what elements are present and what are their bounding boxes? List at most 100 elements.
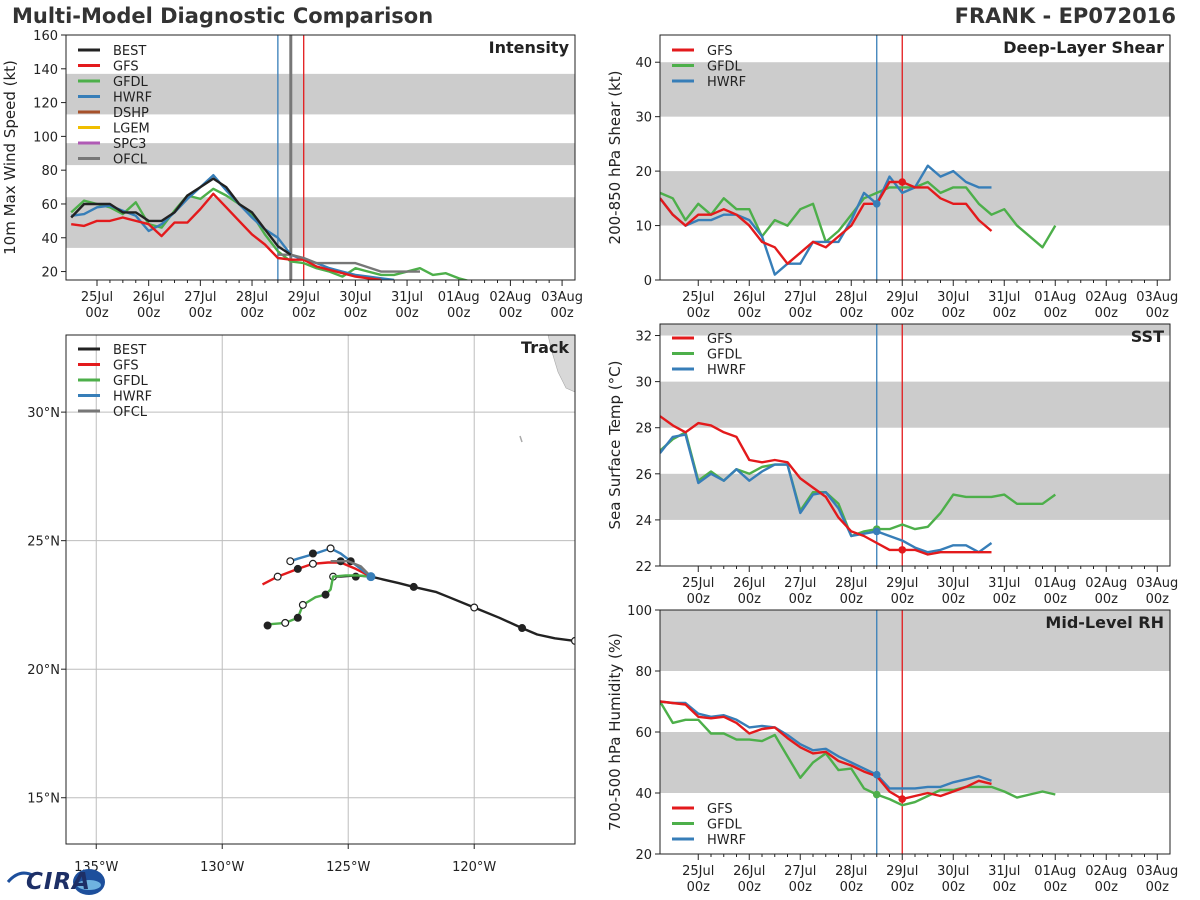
shear-xtick-hour: 00z (840, 306, 864, 321)
rh-legend-label-gfs: GFS (707, 802, 733, 817)
sst-ytick-label: 24 (635, 514, 652, 529)
sst-marker-gfs-2 (898, 546, 907, 554)
sst-xtick-date: 31Jul (988, 576, 1020, 591)
track-current-position (366, 572, 376, 582)
intensity-xtick-hour: 00z (550, 306, 574, 321)
rh-ytick-label: 100 (627, 604, 652, 619)
sst-xtick-hour: 00z (687, 592, 711, 607)
island-shape (519, 435, 523, 443)
intensity-ytick-label: 100 (33, 130, 58, 145)
shear-xtick-date: 25Jul (682, 290, 714, 305)
rh-xtick-hour: 00z (738, 880, 762, 895)
rh-marker-gfs-2 (898, 795, 907, 803)
track-series-group (261, 544, 575, 645)
track-ytick-label: 25°N (27, 535, 60, 550)
rh-xtick-date: 31Jul (988, 864, 1020, 879)
shear-legend-label-gfs: GFS (707, 44, 733, 59)
sst-ytick-label: 32 (635, 330, 652, 345)
track-point-gfdl-1 (293, 613, 302, 622)
intensity-legend-label-ofcl: OFCL (113, 153, 148, 168)
intensity-xtick-date: 02Aug (489, 290, 531, 305)
track-xtick-label: 120°W (452, 860, 496, 875)
track-point-hwrf-2 (308, 549, 317, 558)
rh-xtick-date: 01Aug (1034, 864, 1076, 879)
rh-chart: 2040608010025Jul00z26Jul00z27Jul00z28Jul… (606, 604, 1178, 895)
sst-ytick-label: 30 (635, 376, 652, 391)
intensity-legend-label-dshp: DSHP (113, 106, 149, 121)
track-series-ofcl (330, 560, 372, 578)
track-point-best-1 (518, 624, 527, 633)
rh-xtick-hour: 00z (993, 880, 1017, 895)
intensity-series-group (70, 173, 470, 280)
track-ytick-label: 30°N (27, 406, 60, 421)
intensity-xtick-hour: 00z (85, 306, 109, 321)
rh-band-1 (660, 610, 1170, 671)
rh-xtick-hour: 00z (1044, 880, 1068, 895)
sst-xtick-date: 28Jul (835, 576, 867, 591)
shear-xtick-hour: 00z (687, 306, 711, 321)
track-chart: 135°W 130°W 125°W 120°W15°N20°N25°N30°NTrac… (27, 334, 576, 875)
track-ytick-label: 15°N (27, 792, 60, 807)
intensity-ytick-label: 140 (33, 63, 58, 78)
sst-chart: 22242628303225Jul00z26Jul00z27Jul00z28Ju… (606, 323, 1178, 607)
track-point-best-3 (409, 582, 418, 591)
intensity-xtick-hour: 00z (344, 306, 368, 321)
track-series-hwrf (289, 547, 372, 578)
sst-xtick-date: 29Jul (886, 576, 918, 591)
rh-xtick-date: 29Jul (886, 864, 918, 879)
shear-xtick-hour: 00z (1044, 306, 1068, 321)
intensity-legend-label-hwrf: HWRF (113, 91, 152, 106)
rh-series-group (660, 700, 1056, 807)
track-legend-label-gfs: GFS (113, 359, 139, 374)
intensity-xtick-date: 31Jul (391, 290, 423, 305)
track-point-gfdl-0 (321, 590, 330, 599)
sst-legend-label-gfs: GFS (707, 332, 733, 347)
rh-series-hwrf (660, 700, 992, 790)
rh-ylabel: 700-500 hPa Humidity (%) (606, 633, 624, 831)
intensity-xtick-date: 27Jul (184, 290, 216, 305)
rh-legend-label-gfdl: GFDL (707, 818, 743, 833)
track-legend-label-best: BEST (113, 343, 146, 358)
intensity-xtick-hour: 00z (292, 306, 316, 321)
rh-series-gfs (660, 700, 992, 801)
page-title: Multi-Model Diagnostic Comparison (12, 4, 434, 28)
shear-xtick-date: 29Jul (886, 290, 918, 305)
rh-ytick-label: 40 (635, 787, 652, 802)
cira-logo (6, 869, 105, 895)
shear-chart: 01020304025Jul00z26Jul00z27Jul00z28Jul00… (606, 34, 1178, 321)
intensity-band-0 (66, 197, 575, 248)
sst-ytick-label: 22 (635, 560, 652, 575)
sst-xtick-hour: 00z (942, 592, 966, 607)
intensity-ytick-label: 20 (41, 266, 58, 281)
intensity-legend-label-gfdl: GFDL (113, 75, 149, 90)
track-point-best-2 (470, 603, 479, 612)
rh-series-gfdl (660, 700, 1056, 807)
sst-band-1 (660, 381, 1170, 428)
sst-xtick-date: 25Jul (682, 576, 714, 591)
intensity-legend-label-best: BEST (113, 44, 146, 59)
shear-xtick-hour: 00z (789, 306, 813, 321)
intensity-series-ofcl (277, 253, 420, 273)
rh-xtick-date: 26Jul (733, 864, 765, 879)
track-point-gfdl-4 (263, 621, 272, 630)
intensity-xtick-hour: 00z (240, 306, 264, 321)
intensity-xtick-date: 01Aug (438, 290, 480, 305)
track-point-gfs-2 (293, 564, 302, 573)
track-xtick-label: 130°W (200, 860, 244, 875)
shear-xtick-date: 02Aug (1085, 290, 1127, 305)
shear-ytick-label: 40 (635, 56, 652, 71)
shear-xtick-hour: 00z (942, 306, 966, 321)
shear-xtick-date: 01Aug (1034, 290, 1076, 305)
intensity-band-1 (66, 143, 575, 166)
storm-title: FRANK - EP072016 (954, 4, 1176, 28)
sst-title: SST (1131, 327, 1164, 346)
track-point-hwrf-3 (286, 557, 295, 566)
intensity-series-gfs (71, 192, 382, 280)
track-frame (65, 334, 576, 845)
intensity-xtick-date: 30Jul (339, 290, 371, 305)
shear-ytick-label: 10 (635, 220, 652, 235)
shear-xtick-date: 31Jul (988, 290, 1020, 305)
sst-xtick-hour: 00z (1095, 592, 1119, 607)
sst-xtick-hour: 00z (993, 592, 1017, 607)
sst-band-2 (660, 324, 1170, 336)
